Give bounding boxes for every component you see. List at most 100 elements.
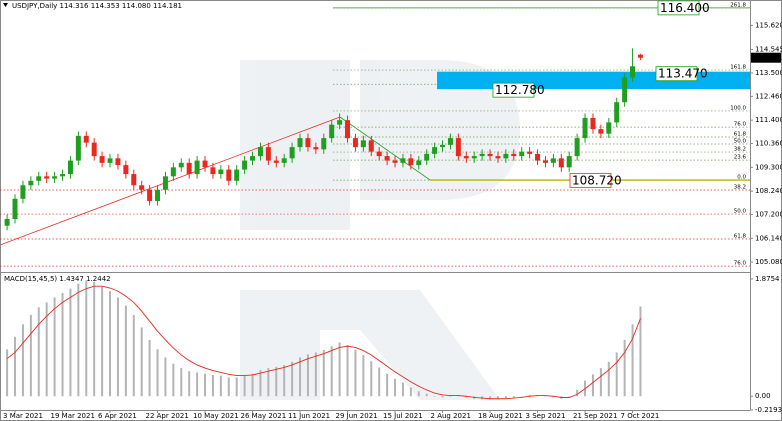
fib-label: 50.0 [734, 209, 747, 215]
candle-body [186, 162, 192, 175]
fib-label: 61.8 [734, 233, 747, 239]
macd-bar [520, 396, 523, 397]
candle-body [432, 147, 438, 154]
candle-body [162, 176, 168, 190]
x-tick-label: 19 Mar 2021 [51, 412, 95, 420]
macd-bar [93, 281, 96, 397]
y-tick-label: 110.360 [755, 140, 782, 148]
macd-bar [14, 336, 17, 397]
annotation-box [655, 66, 698, 82]
candle-body [202, 160, 208, 168]
macd-bar [441, 396, 444, 398]
fib-label: 100.0 [730, 105, 746, 111]
candle-body [305, 138, 311, 148]
candle-body [471, 156, 477, 159]
candle-body [321, 138, 327, 150]
macd-bar [227, 377, 230, 397]
fib-label: 61.8 [734, 132, 747, 138]
candle-body [234, 169, 240, 181]
candle-body [194, 160, 200, 175]
macd-bar [251, 373, 254, 397]
macd-bar [489, 396, 492, 400]
macd-bar [623, 339, 626, 397]
macd-bar [109, 291, 112, 397]
macd-bar [512, 396, 515, 398]
candle-body [527, 151, 533, 154]
candle-body [242, 160, 248, 170]
watermark-shape [360, 60, 520, 200]
y-tick-label: 111.400 [755, 116, 782, 124]
price-box [751, 52, 781, 63]
macd-bar [259, 369, 262, 397]
macd-bar [156, 349, 159, 397]
macd-bar [275, 366, 278, 397]
candle-body [574, 138, 580, 157]
y-tick-label: 112.460 [755, 92, 782, 100]
x-tick-label: 6 Apr 2021 [98, 412, 137, 420]
candle-body [622, 77, 628, 103]
candle-body [131, 174, 137, 186]
y-tick-label: 109.300 [755, 163, 782, 171]
macd-bar [124, 305, 127, 397]
candle-body [637, 54, 643, 58]
candle-body [139, 185, 145, 190]
annotation-box [569, 172, 612, 188]
candle-body [52, 176, 58, 179]
macd-bar [504, 396, 507, 399]
candle-body [606, 122, 612, 134]
fib-label: 161.8 [730, 65, 746, 71]
annotation-box [657, 0, 700, 16]
macd-bar [132, 314, 135, 397]
candle-body [519, 151, 525, 157]
macd-bar [354, 349, 357, 397]
candle-body [440, 144, 446, 148]
macd-bar [449, 396, 452, 397]
macd-bar [346, 344, 349, 397]
macd-bar [639, 306, 642, 397]
y-tick-label: 114.545 [755, 46, 782, 54]
candle-body [99, 156, 105, 163]
chart-title: USDJPY,Daily 114.316 114.353 114.080 114… [12, 2, 182, 10]
x-tick-label: 22 Apr 2021 [146, 412, 189, 420]
macd-bar [61, 293, 64, 397]
macd-bar [180, 368, 183, 397]
candle-body [4, 218, 10, 226]
candle-body [20, 185, 26, 199]
candle-body [487, 153, 493, 157]
x-tick-label: 11 Jun 2021 [288, 412, 330, 420]
macd-bar [576, 389, 579, 397]
macd-bar [53, 297, 56, 397]
macd-bar [568, 396, 571, 397]
macd-bar [235, 377, 238, 397]
candle-body [107, 158, 113, 163]
candle-body [226, 169, 232, 181]
macd-bar [409, 387, 412, 397]
macd-bar [21, 324, 24, 397]
macd-bar [196, 372, 199, 397]
current-price: 114.181 [753, 54, 782, 62]
candle-body [170, 167, 176, 177]
candle-body [115, 158, 121, 166]
macd-bar [425, 393, 428, 397]
macd-bar [401, 382, 404, 397]
macd-bar [528, 394, 531, 397]
macd-bar [306, 354, 309, 397]
candle-body [337, 120, 343, 125]
candle-body [376, 151, 382, 157]
signal-line [6, 285, 641, 400]
macd-title: MACD(15,45,5) 1.4347 1.2442 [4, 275, 111, 283]
fib-label: 38.2 [734, 147, 746, 153]
macd-bar [378, 367, 381, 397]
candle-body [360, 140, 366, 148]
macd-bar [362, 354, 365, 397]
macd-bar [496, 396, 499, 399]
macd-bar [330, 346, 333, 397]
menu-arrow [3, 3, 8, 7]
candle-body [60, 174, 66, 177]
candle-body [400, 158, 406, 163]
macd-bar [599, 368, 602, 397]
candle-body [582, 117, 588, 139]
candle-body [12, 198, 18, 219]
macd-bar [591, 374, 594, 397]
x-tick-label: 18 Aug 2021 [478, 412, 523, 420]
